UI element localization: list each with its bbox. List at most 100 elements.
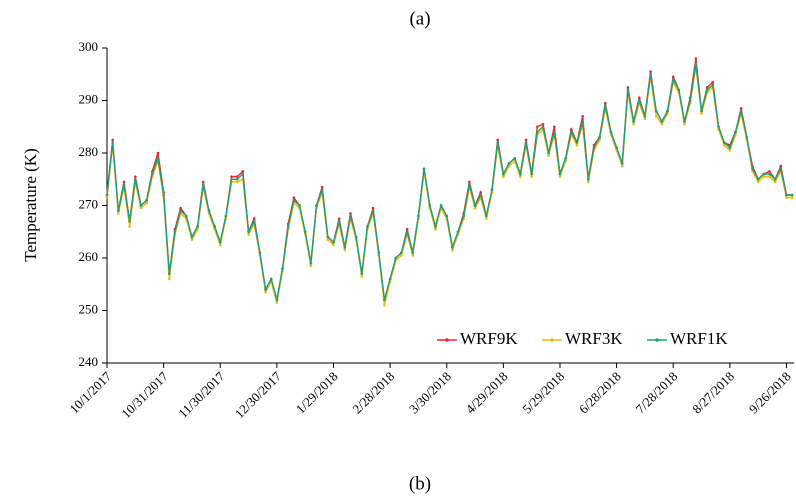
data-point xyxy=(553,125,556,129)
data-point xyxy=(637,96,641,100)
data-point xyxy=(134,177,137,181)
data-point xyxy=(705,88,709,92)
x-tick-label: 7/28/2018 xyxy=(633,369,681,417)
data-point xyxy=(275,301,279,304)
data-point xyxy=(756,180,760,184)
data-point xyxy=(660,122,664,126)
data-point xyxy=(756,177,760,181)
data-point xyxy=(581,120,584,123)
data-point xyxy=(320,188,324,192)
data-point xyxy=(241,172,245,176)
data-point xyxy=(360,272,364,276)
x-tick-label: 9/26/2018 xyxy=(746,369,794,417)
data-point xyxy=(700,109,703,113)
data-point xyxy=(649,70,652,73)
data-point xyxy=(575,141,579,144)
legend-marker xyxy=(655,338,659,342)
data-point xyxy=(122,183,126,186)
data-point xyxy=(773,180,777,184)
data-point xyxy=(575,143,579,147)
data-point xyxy=(700,112,703,115)
data-point xyxy=(768,175,771,178)
data-point xyxy=(779,167,783,171)
y-tick-label: 280 xyxy=(79,144,99,159)
x-tick-label: 10/31/2017 xyxy=(118,368,171,421)
data-point xyxy=(762,175,766,178)
data-point xyxy=(303,230,307,234)
data-point xyxy=(167,272,171,276)
data-point xyxy=(411,251,415,255)
data-point xyxy=(417,214,420,218)
data-point xyxy=(349,212,352,215)
y-tick-label: 300 xyxy=(79,39,99,54)
data-point xyxy=(292,196,296,199)
data-point xyxy=(694,57,698,60)
data-point xyxy=(117,209,120,213)
data-point xyxy=(547,154,550,157)
data-point xyxy=(643,114,647,118)
data-point xyxy=(320,185,324,189)
data-point xyxy=(309,264,313,268)
data-point xyxy=(162,193,165,197)
legend-marker xyxy=(445,338,449,342)
data-point xyxy=(128,219,131,223)
data-point xyxy=(473,204,477,207)
data-point xyxy=(292,198,296,202)
data-point xyxy=(247,230,250,234)
data-point xyxy=(479,193,482,197)
data-point xyxy=(235,175,239,178)
caption: (b) xyxy=(409,473,431,494)
data-point xyxy=(224,214,228,218)
data-point xyxy=(394,256,398,260)
data-point xyxy=(626,86,630,89)
data-point xyxy=(451,248,454,252)
data-point xyxy=(468,180,471,184)
data-point xyxy=(411,254,415,257)
data-point xyxy=(773,177,777,181)
data-point xyxy=(190,238,194,241)
series-line xyxy=(106,63,793,301)
data-point xyxy=(592,146,596,150)
data-point xyxy=(603,101,607,105)
data-point xyxy=(298,204,301,207)
data-point xyxy=(258,251,262,255)
y-axis-label: Temperature (K) xyxy=(21,148,40,262)
data-point xyxy=(145,201,148,205)
y-tick-label: 270 xyxy=(79,196,99,211)
data-point xyxy=(388,277,392,281)
data-point xyxy=(615,146,618,150)
data-point xyxy=(309,261,313,265)
data-point xyxy=(671,78,675,81)
data-point xyxy=(739,109,743,113)
x-tick-label: 5/29/2018 xyxy=(519,369,567,417)
data-point xyxy=(360,275,364,278)
data-point xyxy=(400,251,403,255)
data-point xyxy=(235,180,239,184)
data-point xyxy=(530,175,533,178)
data-point xyxy=(632,120,635,123)
data-point xyxy=(688,99,692,102)
data-point xyxy=(241,170,245,173)
data-point xyxy=(252,217,256,220)
data-point xyxy=(337,217,341,220)
data-point xyxy=(620,162,624,165)
data-point xyxy=(609,130,613,134)
data-point xyxy=(513,156,516,160)
data-point xyxy=(553,130,556,134)
data-point xyxy=(315,204,318,207)
data-point xyxy=(117,212,120,215)
data-point xyxy=(649,72,652,76)
data-point xyxy=(139,206,143,210)
data-point xyxy=(705,86,709,89)
data-point xyxy=(722,143,726,147)
data-point xyxy=(620,164,624,168)
data-point xyxy=(660,120,664,123)
data-point xyxy=(366,225,369,228)
data-point xyxy=(326,238,330,241)
data-point xyxy=(428,204,432,207)
data-point xyxy=(218,240,222,244)
data-point xyxy=(343,248,347,252)
data-point xyxy=(485,217,488,220)
legend-label: WRF1K xyxy=(670,329,728,348)
x-tick-label: 2/28/2018 xyxy=(349,369,397,417)
